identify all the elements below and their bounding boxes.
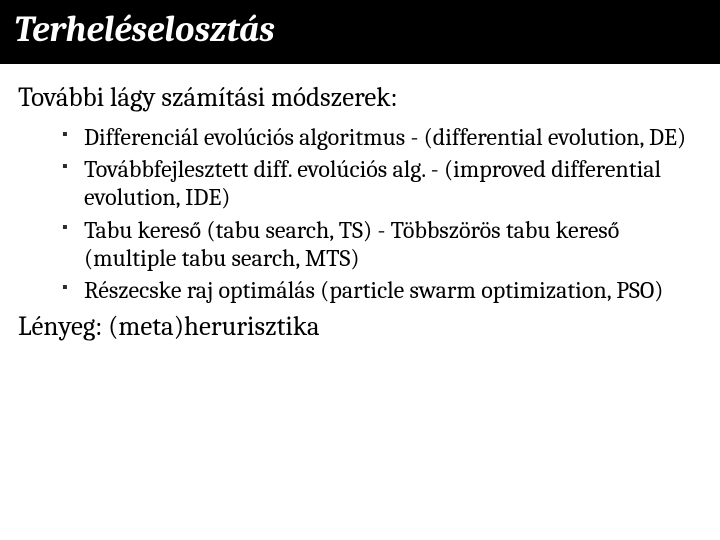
- bullet-list: Differenciál evolúciós algoritmus - (dif…: [18, 123, 702, 305]
- slide-content: További lágy számítási módszerek: Differ…: [0, 64, 720, 540]
- list-item: Differenciál evolúciós algoritmus - (dif…: [62, 123, 702, 151]
- slide-title: Terheléselosztás: [14, 10, 706, 50]
- list-item: Tabu kereső (tabu search, TS) - Többször…: [62, 216, 702, 273]
- slide: Terheléselosztás További lágy számítási …: [0, 0, 720, 540]
- footer-line: Lényeg: (meta)herurisztika: [18, 311, 702, 342]
- subtitle: További lágy számítási módszerek:: [18, 82, 702, 113]
- list-item: Továbbfejlesztett diff. evolúciós alg. -…: [62, 155, 702, 212]
- title-bar: Terheléselosztás: [0, 0, 720, 64]
- list-item: Részecske raj optimálás (particle swarm …: [62, 276, 702, 304]
